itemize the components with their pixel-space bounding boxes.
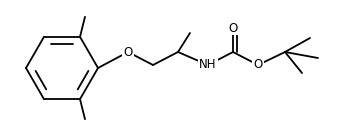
Text: O: O (228, 22, 237, 34)
Text: NH: NH (199, 59, 217, 72)
Text: O: O (124, 45, 133, 59)
Text: O: O (253, 59, 263, 72)
